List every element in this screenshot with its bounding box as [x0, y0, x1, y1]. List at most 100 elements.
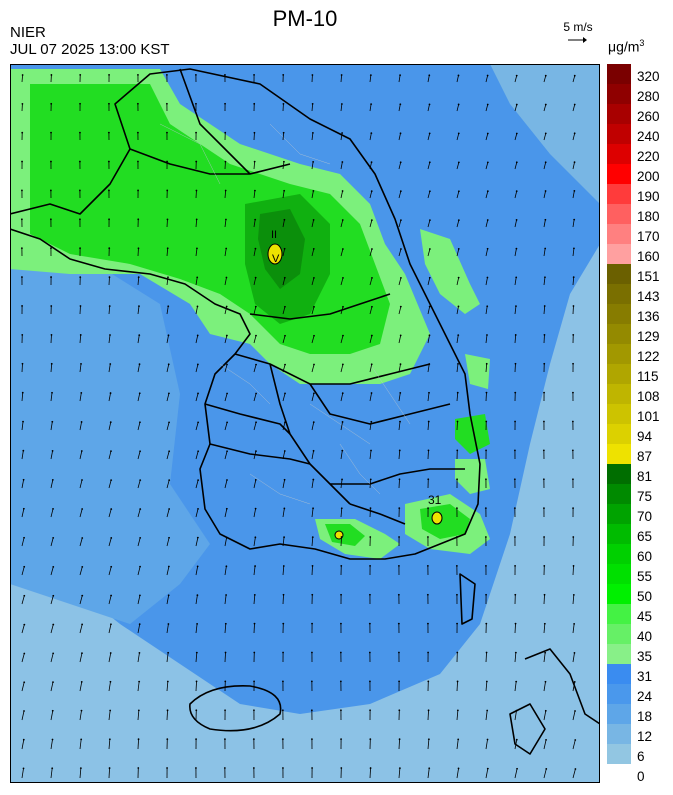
legend-label: 70 — [637, 509, 653, 524]
wind-arrow-head — [281, 738, 284, 741]
wind-arrow-head — [313, 276, 315, 279]
wind-arrow — [253, 422, 257, 431]
wind-arrow — [572, 623, 575, 634]
legend-swatch — [607, 544, 631, 565]
legend-label: 136 — [637, 309, 660, 324]
wind-arrow-head — [137, 709, 140, 712]
wind-arrow — [311, 537, 314, 547]
wind-arrow-head — [340, 622, 342, 625]
wind-arrow — [253, 219, 256, 228]
wind-arrow-head — [543, 305, 546, 307]
wind-arrow — [340, 103, 343, 112]
wind-arrow — [108, 710, 111, 721]
wind-arrow-head — [254, 247, 257, 250]
wind-arrow — [311, 103, 314, 112]
wind-arrow-head — [426, 564, 429, 567]
wind-arrow-head — [79, 305, 82, 307]
wind-arrow — [79, 624, 83, 634]
legend-label: 60 — [637, 549, 653, 564]
wind-arrow-head — [544, 709, 547, 712]
wind-arrow — [79, 566, 83, 576]
wind-arrow — [456, 162, 460, 170]
wind-arrow-head — [139, 565, 141, 568]
wind-arrow-head — [23, 565, 26, 568]
wind-arrow-head — [108, 218, 110, 221]
wind-arrow — [50, 363, 53, 373]
wind-arrow-head — [49, 218, 52, 221]
wind-arrow — [108, 739, 111, 750]
wind-arrow-head — [370, 392, 373, 394]
wind-arrow — [224, 364, 228, 373]
wind-arrow-head — [21, 362, 24, 365]
wind-arrow — [195, 566, 199, 576]
legend-swatch — [607, 444, 631, 465]
wind-arrow-head — [312, 449, 315, 452]
wind-arrow — [79, 392, 82, 402]
wind-arrow-head — [197, 508, 199, 510]
wind-arrow-head — [254, 305, 257, 308]
wind-arrow-head — [371, 277, 373, 279]
wind-arrow-head — [543, 420, 545, 423]
wind-arrow — [21, 710, 25, 721]
wind-arrow-head — [399, 132, 402, 135]
wind-arrow-head — [21, 131, 24, 134]
wind-arrow-head — [21, 102, 24, 105]
wind-arrow — [311, 132, 314, 141]
wind-arrow-head — [514, 564, 516, 567]
wind-arrow-head — [340, 767, 343, 769]
legend-label: 0 — [637, 769, 645, 784]
wind-arrow-head — [342, 305, 344, 308]
wind-arrow — [485, 162, 489, 170]
wind-arrow — [137, 566, 141, 576]
wind-arrow — [166, 480, 170, 489]
wind-arrow — [340, 277, 344, 286]
wind-arrow — [108, 451, 112, 460]
wind-arrow-head — [456, 593, 458, 596]
legend-swatch — [607, 64, 631, 85]
wind-arrow-head — [515, 132, 518, 135]
wind-arrow-head — [312, 218, 315, 221]
wind-arrow — [398, 248, 402, 257]
wind-arrow — [485, 334, 488, 344]
wind-arrow-head — [137, 74, 139, 76]
wind-arrow-head — [428, 363, 431, 365]
wind-arrow — [572, 565, 574, 576]
wind-arrow-head — [79, 102, 81, 105]
wind-arrow — [166, 248, 169, 257]
wind-arrow-head — [79, 131, 81, 134]
wind-arrow-head — [78, 189, 81, 192]
wind-arrow-head — [544, 276, 546, 279]
wind-arrow-head — [80, 709, 83, 712]
wind-arrow-head — [23, 681, 26, 684]
wind-arrow — [253, 566, 256, 576]
wind-arrow-head — [427, 449, 430, 452]
legend-swatch — [607, 404, 631, 425]
district-boundaries — [159, 123, 411, 505]
wind-arrow-head — [136, 131, 139, 134]
wind-arrow-head — [166, 767, 168, 769]
wind-arrow-head — [224, 738, 226, 741]
wind-arrow-head — [165, 74, 168, 76]
wind-arrow-head — [196, 334, 199, 337]
wind-arrow — [253, 335, 257, 344]
wind-arrow-head — [515, 305, 517, 308]
wind-arrow-head — [283, 450, 286, 452]
wind-arrow-head — [137, 247, 140, 250]
legend-swatch — [607, 564, 631, 585]
wind-arrow — [224, 335, 228, 344]
legend-swatch — [607, 184, 631, 205]
wind-arrow-head — [80, 392, 83, 394]
wind-arrow — [369, 508, 371, 518]
wind-arrow-head — [312, 248, 315, 250]
wind-arrow — [282, 219, 285, 228]
wind-arrow — [340, 364, 344, 373]
wind-arrow — [166, 364, 170, 373]
wind-arrow — [166, 681, 169, 692]
wind-arrow-head — [400, 219, 402, 222]
wind-arrow-head — [457, 305, 460, 308]
wind-arrow — [253, 364, 257, 373]
wind-arrow — [398, 768, 401, 779]
wind-arrow — [456, 133, 460, 141]
wind-arrow-head — [543, 593, 546, 596]
wind-arrow — [369, 75, 372, 83]
